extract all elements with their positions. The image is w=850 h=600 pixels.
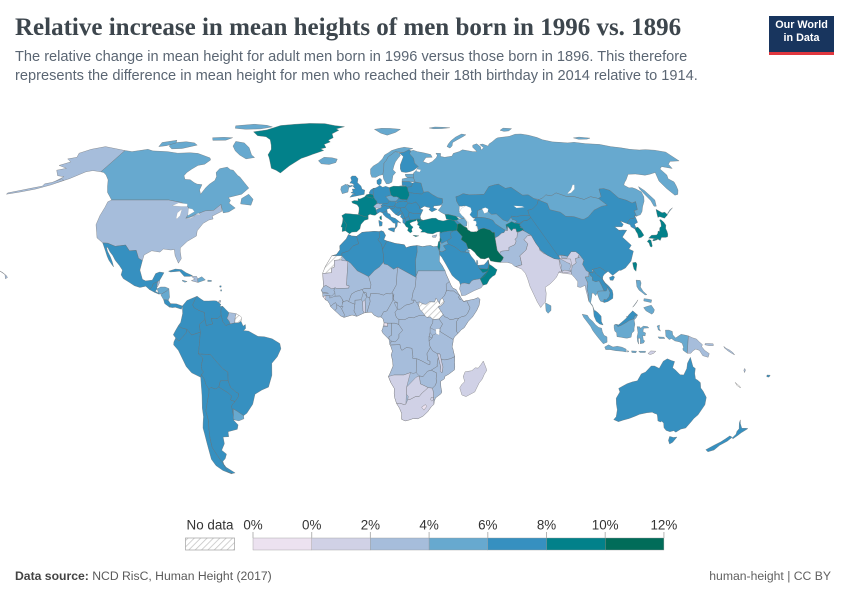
svg-text:2%: 2% [361, 518, 380, 533]
svg-text:6%: 6% [478, 518, 497, 533]
svg-text:10%: 10% [592, 518, 619, 533]
svg-text:8%: 8% [537, 518, 556, 533]
svg-text:0%: 0% [302, 518, 321, 533]
svg-text:No data: No data [187, 518, 234, 533]
svg-text:4%: 4% [419, 518, 438, 533]
svg-text:12%: 12% [650, 518, 677, 533]
svg-text:0%: 0% [243, 518, 262, 533]
